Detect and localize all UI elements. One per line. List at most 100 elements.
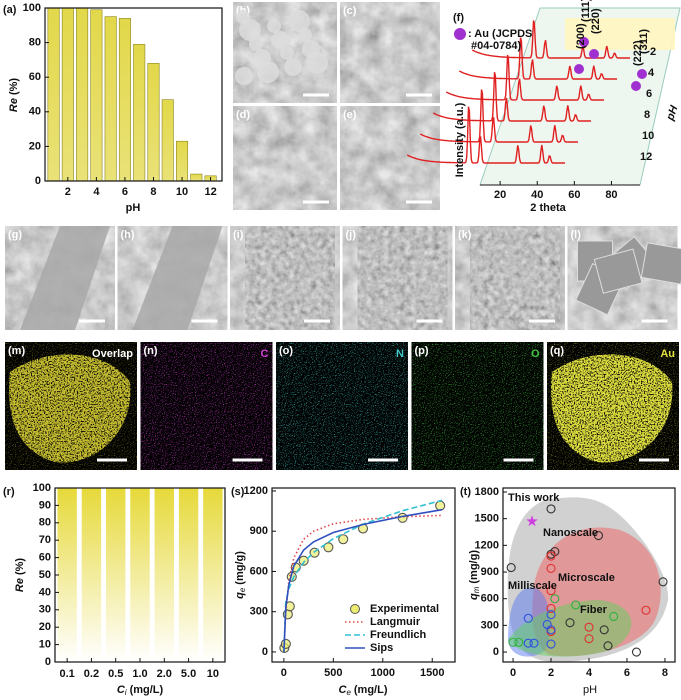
y-tick-label: 20 — [39, 621, 51, 633]
y-tick-label: 300 — [481, 619, 499, 631]
peak-label: (220) — [590, 8, 602, 34]
legend-label: Freundlich — [370, 629, 427, 641]
image-label: (d) — [236, 109, 250, 121]
fit-line — [283, 508, 443, 652]
bar — [176, 140, 189, 182]
panel-label: (t) — [460, 486, 471, 498]
data-point — [323, 542, 334, 553]
ph-row-label: 12 — [640, 151, 652, 163]
image-label: (j) — [346, 229, 357, 241]
y-tick-label: 0 — [262, 646, 268, 658]
panel-label: (f) — [453, 12, 464, 24]
bar — [190, 173, 203, 182]
element-label: Au — [660, 348, 675, 360]
plot-frame — [54, 487, 226, 663]
y-tick-label: 40 — [29, 106, 41, 118]
x-tick-label: 1000 — [371, 667, 395, 679]
xrd-curve — [406, 106, 565, 164]
label-unit: (%) — [8, 78, 20, 95]
data-point — [546, 563, 556, 574]
legend-marker — [350, 604, 360, 614]
region-label: This work — [508, 492, 560, 504]
data-point — [523, 638, 533, 648]
image-label: (n) — [144, 345, 158, 357]
bar — [81, 488, 102, 662]
x-tick-label: 2.0 — [157, 668, 172, 680]
y-tick-label: 0 — [493, 646, 499, 658]
xrd-curve — [445, 54, 604, 101]
x-tick-label: 1.0 — [132, 668, 147, 680]
ph-row-label: 6 — [646, 88, 652, 100]
fiber — [470, 226, 560, 330]
y-tick-label: 300 — [250, 606, 268, 618]
particle — [284, 58, 302, 76]
x-tick-label: 12 — [204, 186, 216, 198]
data-point — [546, 603, 556, 614]
ph-row-label: 4 — [648, 67, 655, 79]
au-marker — [589, 49, 599, 59]
bar — [106, 488, 126, 662]
legend-label: Langmuir — [370, 616, 421, 628]
axis-label: Re (%) — [14, 558, 26, 593]
image-label: (k) — [458, 229, 472, 241]
x-tick-label: 10 — [207, 668, 219, 680]
y-tick-label: 50 — [39, 569, 51, 581]
label-symbol: Re — [14, 578, 26, 592]
region-label: Nanoscale — [543, 527, 598, 539]
x-tick-label: 0.2 — [84, 668, 99, 680]
data-point — [508, 637, 518, 647]
y-tick-label: 70 — [39, 534, 51, 546]
flake — [593, 248, 643, 294]
flake — [640, 242, 681, 285]
image-label: (g) — [8, 229, 22, 241]
label-symbol: q — [468, 593, 480, 600]
image-label: (e) — [343, 109, 357, 121]
y-tick-label: 10 — [39, 639, 51, 651]
particle — [267, 19, 281, 33]
bar — [154, 488, 174, 662]
axis-label: qm (mg/g) — [468, 550, 481, 600]
sem-image — [340, 2, 440, 103]
axis-label: Ce (mg/L) — [338, 684, 387, 697]
x-tick-label: 60 — [568, 189, 580, 201]
au-marker — [631, 81, 641, 91]
x-tick-label: 0 — [281, 667, 287, 679]
legend-label: Sips — [370, 642, 393, 654]
x-tick-label: 40 — [531, 189, 543, 201]
element-label: Overlap — [92, 348, 133, 360]
x-tick-label: 20 — [494, 189, 506, 201]
element-label: O — [531, 348, 540, 360]
data-point — [298, 555, 309, 566]
label-symbol: q — [234, 592, 246, 599]
data-point — [599, 625, 609, 635]
data-point — [435, 500, 446, 511]
sem-image — [340, 106, 440, 210]
label-subscript: i — [125, 688, 127, 697]
image-label: (l) — [571, 229, 582, 241]
x-tick-label: 6 — [122, 186, 128, 198]
particle — [271, 31, 289, 49]
data-point — [506, 563, 516, 573]
y-tick-label: 600 — [481, 593, 499, 605]
fiber — [20, 226, 110, 330]
au-marker — [454, 28, 466, 40]
bar — [147, 63, 160, 182]
label-unit: (%) — [14, 558, 26, 575]
bar — [61, 7, 74, 182]
au-marker — [637, 69, 647, 79]
x-tick-label: 0.5 — [108, 668, 123, 680]
axis-label: Ci (mg/L) — [117, 684, 164, 697]
bar — [47, 7, 60, 182]
bar — [90, 9, 103, 182]
au-marker — [579, 37, 589, 47]
y-tick-label: 900 — [250, 525, 268, 537]
eds-noise — [411, 342, 544, 470]
y-tick-label: 600 — [250, 565, 268, 577]
y-tick-label: 0 — [45, 656, 51, 668]
data-point — [280, 638, 291, 649]
fiber — [245, 226, 335, 330]
y-tick-label: 60 — [39, 552, 51, 564]
y-tick-label: 20 — [29, 140, 41, 152]
x-tick-label: 10 — [176, 186, 188, 198]
bar — [104, 16, 117, 182]
